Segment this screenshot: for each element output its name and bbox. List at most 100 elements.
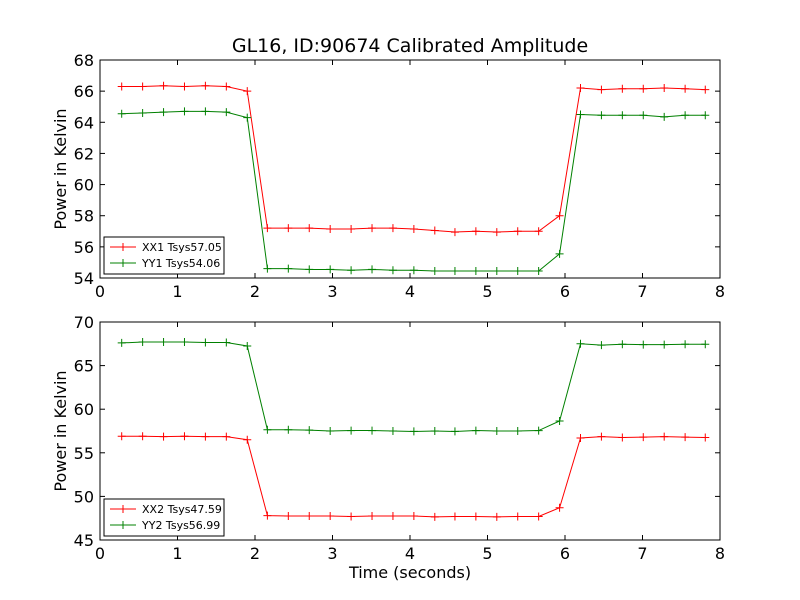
top-series-1-point [284, 264, 293, 273]
x-tick-label: 3 [327, 282, 337, 301]
bottom-series-1-point [492, 427, 501, 435]
x-tick-label: 8 [715, 544, 725, 563]
x-tick-label: 6 [560, 544, 570, 563]
top-series-0-point [430, 226, 439, 235]
top-y-axis-label: Power in Kelvin [51, 108, 70, 229]
top-legend-label-yy1: YY1 Tsys54.06 [141, 257, 220, 270]
bottom-series-0-point [513, 512, 522, 521]
y-tick-label: 54 [74, 269, 94, 288]
bottom-series-1-point [513, 427, 522, 435]
top-series-1-point [347, 266, 356, 275]
bottom-y-axis-label: Power in Kelvin [51, 370, 70, 491]
bottom-series-0-point [639, 433, 648, 442]
bottom-x-axis-label: Time (seconds) [348, 563, 471, 582]
bottom-series-0-point [534, 512, 543, 521]
bottom-plot-area [117, 338, 710, 521]
bottom-series-0-point [326, 512, 335, 521]
bottom-series-0-point [576, 433, 585, 442]
x-tick-label: 2 [250, 282, 260, 301]
top-series-0-point [409, 224, 418, 233]
bottom-series-0-point [618, 433, 627, 442]
top-series-0-point [576, 84, 585, 93]
top-series-1-point [660, 112, 669, 121]
top-series-0-point [618, 84, 627, 93]
top-series-1-point [326, 265, 335, 274]
top-series-1-point [639, 111, 648, 120]
x-tick-label: 0 [95, 544, 105, 563]
bottom-series-1-point [660, 340, 669, 349]
bottom-series-1-point [555, 416, 564, 425]
bottom-legend-label-yy2: YY2 Tsys56.99 [141, 519, 220, 532]
x-tick-label: 5 [482, 544, 492, 563]
top-series-1-point [492, 266, 501, 275]
y-tick-label: 70 [74, 313, 94, 332]
bottom-series-1-point [576, 339, 585, 348]
y-tick-label: 60 [74, 176, 94, 195]
bottom-series-1-point [263, 425, 272, 434]
bottom-legend-entry-yy2: YY2 Tsys56.99 [110, 519, 220, 532]
top-legend-entry-yy1: YY1 Tsys54.06 [110, 257, 220, 270]
top-series-1-point [263, 264, 272, 273]
bottom-series-1-point [409, 427, 418, 436]
bottom-series-1-point [388, 427, 397, 435]
bottom-series-1-point [368, 426, 377, 435]
top-series-1-point [430, 266, 439, 275]
x-tick-label: 2 [250, 544, 260, 563]
bottom-series-0-point [388, 512, 397, 521]
bottom-series-0-point [409, 512, 418, 521]
top-series-0-point [471, 227, 480, 236]
y-tick-label: 55 [74, 444, 94, 463]
bottom-legend: XX2 Tsys47.59 YY2 Tsys56.99 [103, 498, 225, 537]
bottom-series-1-point [222, 338, 231, 347]
top-series-1-point [534, 266, 543, 275]
chart-title: GL16, ID:90674 Calibrated Amplitude [232, 35, 588, 57]
bottom-series-1-point [326, 427, 335, 435]
y-tick-label: 45 [74, 531, 94, 550]
top-series-0-point [450, 228, 459, 237]
top-series-1-point [388, 266, 397, 275]
top-series-0-point [639, 84, 648, 93]
bottom-series-0-point [450, 512, 459, 521]
x-tick-label: 4 [405, 544, 415, 563]
top-series-0-point [597, 85, 606, 94]
top-series-1-point [555, 249, 564, 258]
top-series-0-point [117, 82, 126, 91]
top-series-0-point [159, 81, 168, 90]
top-series-1-point [450, 266, 459, 275]
top-series-0-point [284, 224, 293, 233]
top-series-1-point [597, 111, 606, 120]
top-series-0-point [534, 227, 543, 236]
top-series-1-point [180, 107, 189, 116]
y-tick-label: 65 [74, 357, 94, 376]
bottom-series-1-point [180, 338, 189, 347]
x-tick-label: 3 [327, 544, 337, 563]
bottom-series-0-point [660, 432, 669, 441]
top-series-1-point [201, 107, 210, 116]
bottom-series-1-point [701, 340, 710, 349]
bottom-legend-entry-xx2: XX2 Tsys47.59 [110, 503, 222, 516]
top-series-1-point [368, 265, 377, 274]
top-series-1-point [701, 111, 710, 120]
top-series-0-point [660, 84, 669, 93]
x-tick-label: 6 [560, 282, 570, 301]
bottom-series-1-point [430, 427, 439, 435]
top-series-1-point [576, 110, 585, 119]
top-series-0-point [492, 228, 501, 237]
top-series-0-point [243, 87, 252, 96]
x-tick-label: 7 [637, 282, 647, 301]
y-tick-label: 60 [74, 400, 94, 419]
bottom-series-1-point [159, 338, 168, 347]
bottom-legend-box [103, 498, 225, 537]
bottom-series-1-point [534, 426, 543, 435]
x-tick-label: 0 [95, 282, 105, 301]
top-series-0-point [138, 82, 147, 91]
bottom-series-1-point [305, 426, 314, 435]
bottom-series-0-point [117, 432, 126, 441]
top-series-1-point [117, 109, 126, 118]
y-tick-label: 56 [74, 238, 94, 257]
bottom-series-1-point [639, 340, 648, 349]
